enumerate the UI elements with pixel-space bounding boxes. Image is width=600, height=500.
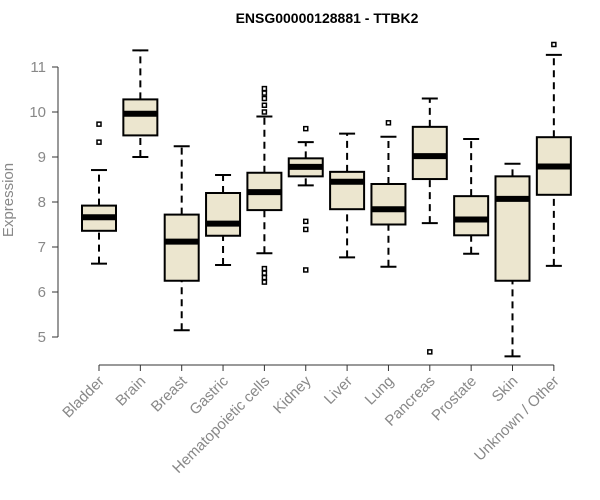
box-group (453, 138, 490, 255)
box-group (122, 49, 159, 158)
x-tick-label: Bladder (59, 373, 108, 422)
outlier-point (303, 226, 309, 233)
iqr-box (494, 175, 531, 282)
box-group (329, 132, 366, 259)
y-tick-label: 7 (38, 239, 46, 256)
chart-title: ENSG00000128881 - TTBK2 (236, 10, 419, 26)
iqr-box (163, 213, 200, 282)
box-group (246, 85, 283, 285)
outlier-point (261, 274, 268, 281)
iqr-box (370, 183, 407, 226)
y-tick-label: 9 (38, 149, 46, 166)
iqr-box (453, 195, 490, 237)
box-group (287, 125, 324, 273)
outlier-point (261, 279, 268, 285)
outlier-point (261, 265, 268, 272)
box-group (205, 174, 242, 266)
iqr-box (411, 125, 448, 181)
y-tick-label: 8 (38, 194, 46, 211)
box-group (81, 121, 117, 265)
y-tick-label: 6 (38, 284, 46, 301)
y-axis-label: Expression (0, 163, 17, 237)
outlier-point (303, 218, 309, 225)
x-tick-label: Lung (362, 373, 398, 409)
outlier-point (261, 95, 268, 102)
box-group (535, 41, 572, 267)
outlier-point (303, 267, 309, 273)
y-tick-label: 10 (29, 104, 46, 121)
iqr-box (122, 98, 159, 137)
x-tick-label: Brain (112, 373, 149, 410)
box-group (370, 120, 407, 268)
outlier-point (261, 85, 268, 92)
outlier-point (261, 270, 268, 276)
outlier-point (261, 109, 268, 115)
outlier-point (96, 121, 102, 127)
outlier-point (427, 349, 433, 355)
outlier-point (261, 90, 268, 96)
y-axis: 5 6 7 8 9 10 11 (29, 59, 59, 346)
box-group (163, 145, 200, 332)
y-tick-label: 11 (30, 59, 46, 76)
box-series (81, 41, 572, 358)
outlier-point (303, 125, 309, 132)
y-tick-label: 5 (38, 329, 46, 346)
x-tick-label: Kidney (270, 372, 315, 417)
x-tick-label: Skin (489, 373, 522, 406)
iqr-box (205, 192, 242, 237)
x-tick-label: Breast (148, 372, 191, 415)
outlier-point (96, 139, 102, 145)
iqr-box (329, 170, 366, 211)
outlier-point (261, 102, 268, 108)
outlier-point (551, 41, 557, 48)
x-tick-label: Prostate (428, 373, 480, 425)
x-tick-label: Liver (321, 373, 356, 408)
box-group (411, 97, 448, 355)
outlier-point (385, 120, 392, 126)
box-group (494, 162, 531, 358)
